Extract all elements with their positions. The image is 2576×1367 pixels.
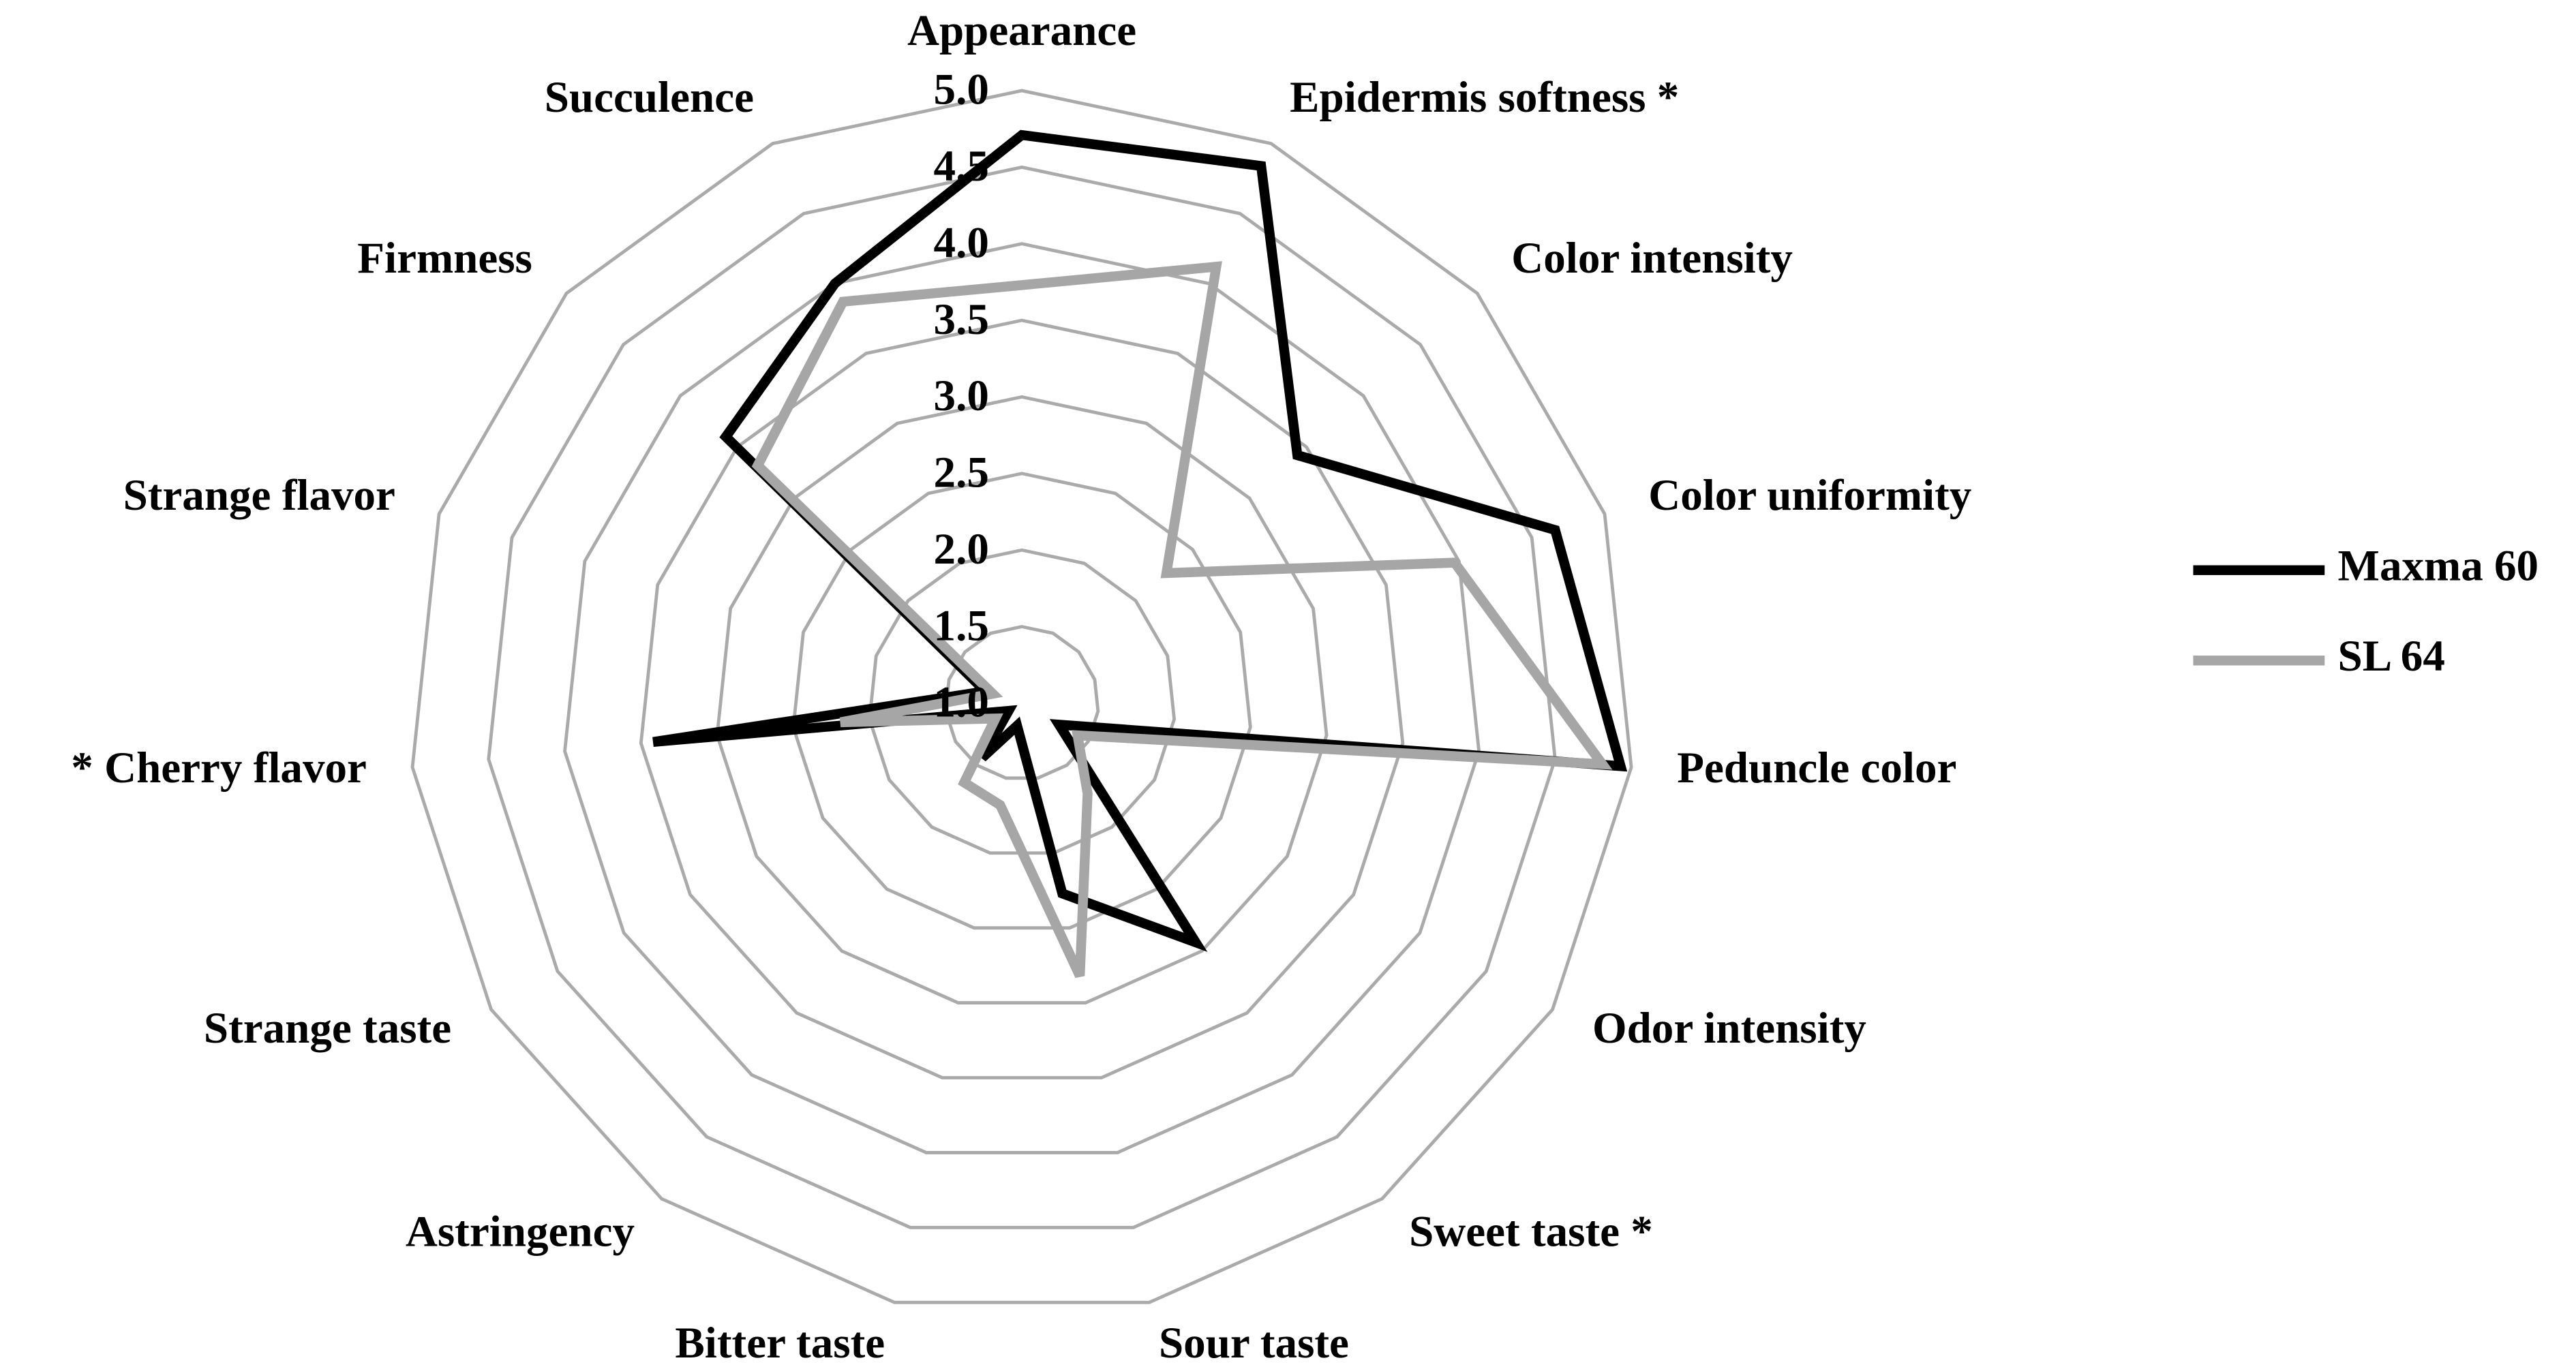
r-tick-label: 2.5	[934, 448, 989, 497]
category-label: Strange flavor	[123, 471, 395, 520]
category-label: Peduncle color	[1677, 743, 1956, 793]
category-label: Succulence	[545, 73, 754, 122]
grid-ring	[487, 165, 1557, 1229]
category-label: Astringency	[406, 1208, 635, 1257]
r-tick-label: 3.0	[934, 371, 989, 420]
r-tick-label: 4.5	[934, 142, 989, 191]
series-line	[652, 129, 1628, 952]
category-label: Epidermis softness *	[1290, 73, 1679, 122]
grid-ring	[410, 89, 1633, 1304]
grid-ring	[715, 395, 1329, 1004]
category-label: Bitter taste	[675, 1319, 885, 1367]
r-tick-label: 4.0	[934, 218, 989, 267]
category-label: Color intensity	[1511, 234, 1793, 283]
r-tick-label: 3.5	[934, 295, 989, 344]
grid-ring	[563, 242, 1481, 1154]
series-line	[751, 261, 1613, 979]
grid-ring	[791, 472, 1252, 930]
r-tick-label: 5.0	[934, 65, 989, 114]
category-label: Odor intensity	[1592, 1004, 1866, 1053]
category-label: Sweet taste *	[1409, 1208, 1653, 1257]
category-label: * Cherry flavor	[71, 743, 367, 793]
category-label: Color uniformity	[1648, 471, 1971, 520]
legend-label: Maxma 60	[2338, 542, 2539, 591]
grid-ring	[639, 318, 1405, 1079]
category-label: Strange taste	[204, 1004, 451, 1053]
r-tick-label: 2.0	[934, 525, 989, 574]
r-tick-label: 1.0	[934, 678, 989, 727]
r-tick-label: 1.5	[934, 601, 989, 650]
category-label: Firmness	[357, 234, 532, 283]
legend-label: SL 64	[2338, 632, 2445, 681]
category-label: Appearance	[907, 6, 1136, 55]
category-label: Sour taste	[1159, 1319, 1349, 1367]
